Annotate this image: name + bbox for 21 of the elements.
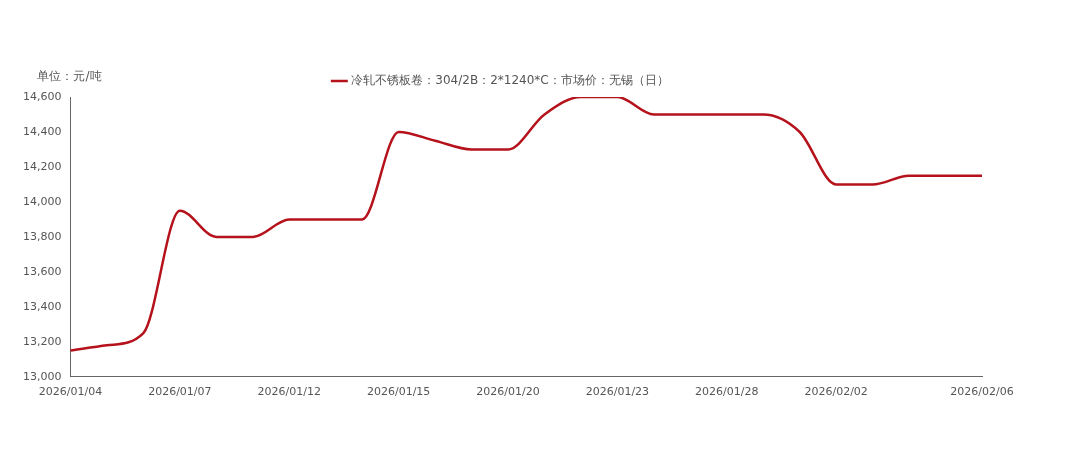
y-tick-label: 14,000 [22, 194, 62, 208]
y-tick-label: 14,400 [22, 124, 62, 138]
x-tick-label: 2026/02/02 [804, 385, 868, 399]
y-tick-label: 14,600 [22, 89, 62, 103]
x-tick-label: 2026/01/04 [38, 385, 103, 399]
x-tick-label: 2026/01/20 [476, 385, 540, 399]
x-tick-label: 2026/01/12 [257, 385, 321, 399]
x-tick-label: 2026/01/23 [585, 385, 650, 399]
x-tick-label: 2026/02/06 [950, 385, 1014, 399]
x-tick-label: 2026/01/07 [148, 385, 212, 399]
y-tick-label: 13,000 [22, 369, 62, 383]
y-tick-label: 13,800 [22, 229, 62, 243]
y-tick-label: 13,400 [22, 299, 62, 313]
y-tick-label: 13,200 [22, 334, 62, 348]
legend-label: 冷轧不锈板卷：304/2B：2*1240*C：市场价：无锡（日） [351, 73, 669, 88]
y-tick-label: 14,200 [22, 159, 62, 173]
x-tick-label: 2026/01/15 [366, 385, 431, 399]
x-tick-label: 2026/01/28 [695, 385, 759, 399]
y-tick-label: 13,600 [22, 264, 62, 278]
y-axis-title: 单位：元/吨 [37, 69, 102, 84]
line-series [69, 97, 984, 352]
